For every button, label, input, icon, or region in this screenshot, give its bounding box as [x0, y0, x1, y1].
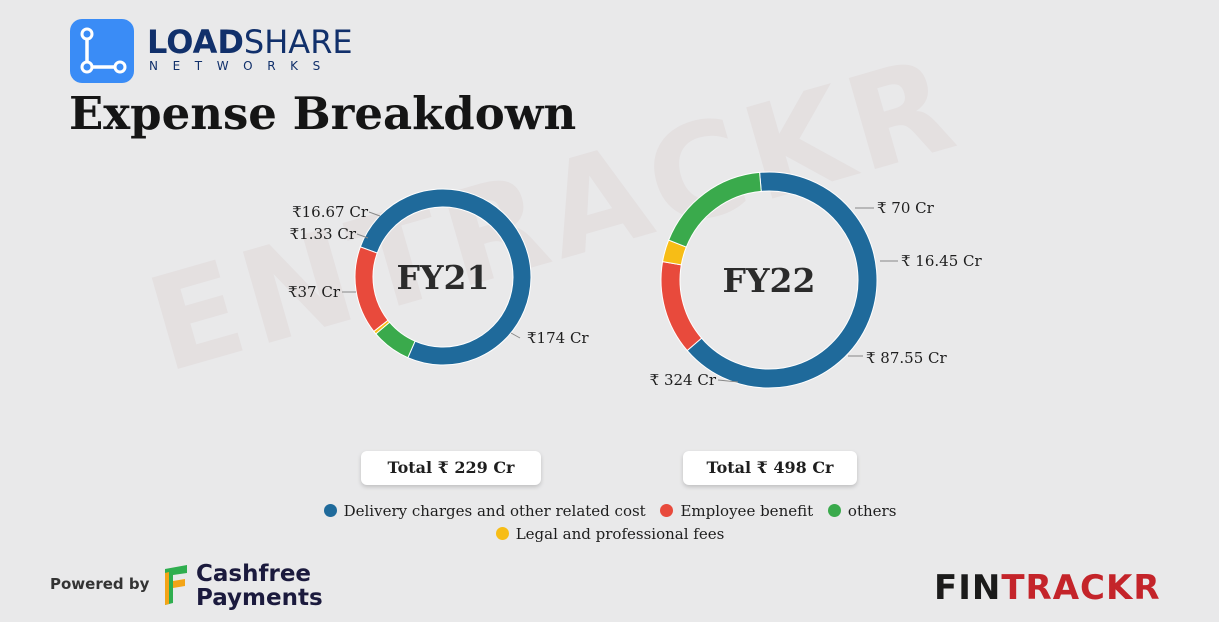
legend-label: Legal and professional fees	[515, 525, 725, 543]
legend-label: others	[847, 502, 897, 520]
brand-name: LOADSHARE	[147, 22, 353, 62]
legend-item-others: others	[827, 500, 897, 523]
leader-line	[356, 233, 369, 239]
data-label: ₹37 Cr	[288, 283, 341, 301]
legend-item-employee: Employee benefit	[660, 500, 813, 523]
data-label: ₹16.67 Cr	[292, 203, 369, 221]
center-label: FY21	[397, 258, 490, 297]
data-label: ₹ 70 Cr	[877, 199, 935, 217]
cashfree-line1: Cashfree	[196, 561, 312, 587]
legend-item-delivery: Delivery charges and other related cost	[323, 500, 646, 523]
cashfree-logo-icon	[165, 565, 187, 605]
leader-line	[717, 379, 739, 383]
brand-subtitle: NETWORKS	[149, 59, 335, 73]
page-title: Expense Breakdown	[69, 87, 577, 140]
fy22-total-label: Total ₹ 498 Cr	[683, 451, 857, 485]
fintrackr-trackr: TRACKR	[1001, 568, 1161, 608]
legend-label: Employee benefit	[680, 502, 814, 520]
donut-slice	[354, 246, 389, 333]
data-label: ₹ 16.45 Cr	[901, 252, 982, 270]
donut-slice	[668, 171, 762, 248]
brand-name-bold: LOAD	[147, 23, 244, 61]
fintrackr-logo: FINTRACKR	[934, 568, 1161, 608]
data-label: ₹174 Cr	[527, 329, 589, 347]
legend-item-legal: Legal and professional fees	[495, 523, 725, 546]
data-label: ₹1.33 Cr	[290, 225, 357, 243]
legend-swatch	[660, 504, 674, 517]
cashfree-name: Cashfree Payments	[196, 562, 323, 610]
donut-slice	[359, 188, 532, 366]
data-label: ₹ 87.55 Cr	[866, 349, 947, 367]
fintrackr-fin: FIN	[934, 568, 1002, 608]
donut-slice	[660, 261, 703, 352]
leader-line	[510, 332, 521, 339]
fy21-total-label: Total ₹ 229 Cr	[361, 451, 541, 485]
loadshare-logo-icon	[70, 19, 134, 83]
legend-swatch	[827, 504, 841, 517]
data-label: ₹ 324 Cr	[650, 371, 717, 389]
legend-label: Delivery charges and other related cost	[343, 502, 646, 520]
legend-swatch	[323, 504, 337, 517]
center-label: FY22	[723, 261, 816, 300]
cashfree-line2: Payments	[196, 585, 323, 611]
legend-swatch	[495, 527, 509, 540]
brand-name-regular: SHARE	[243, 23, 353, 61]
leader-line	[368, 211, 381, 217]
chart-legend: Delivery charges and other related cost …	[300, 500, 920, 546]
powered-by-label: Powered by	[50, 575, 150, 593]
